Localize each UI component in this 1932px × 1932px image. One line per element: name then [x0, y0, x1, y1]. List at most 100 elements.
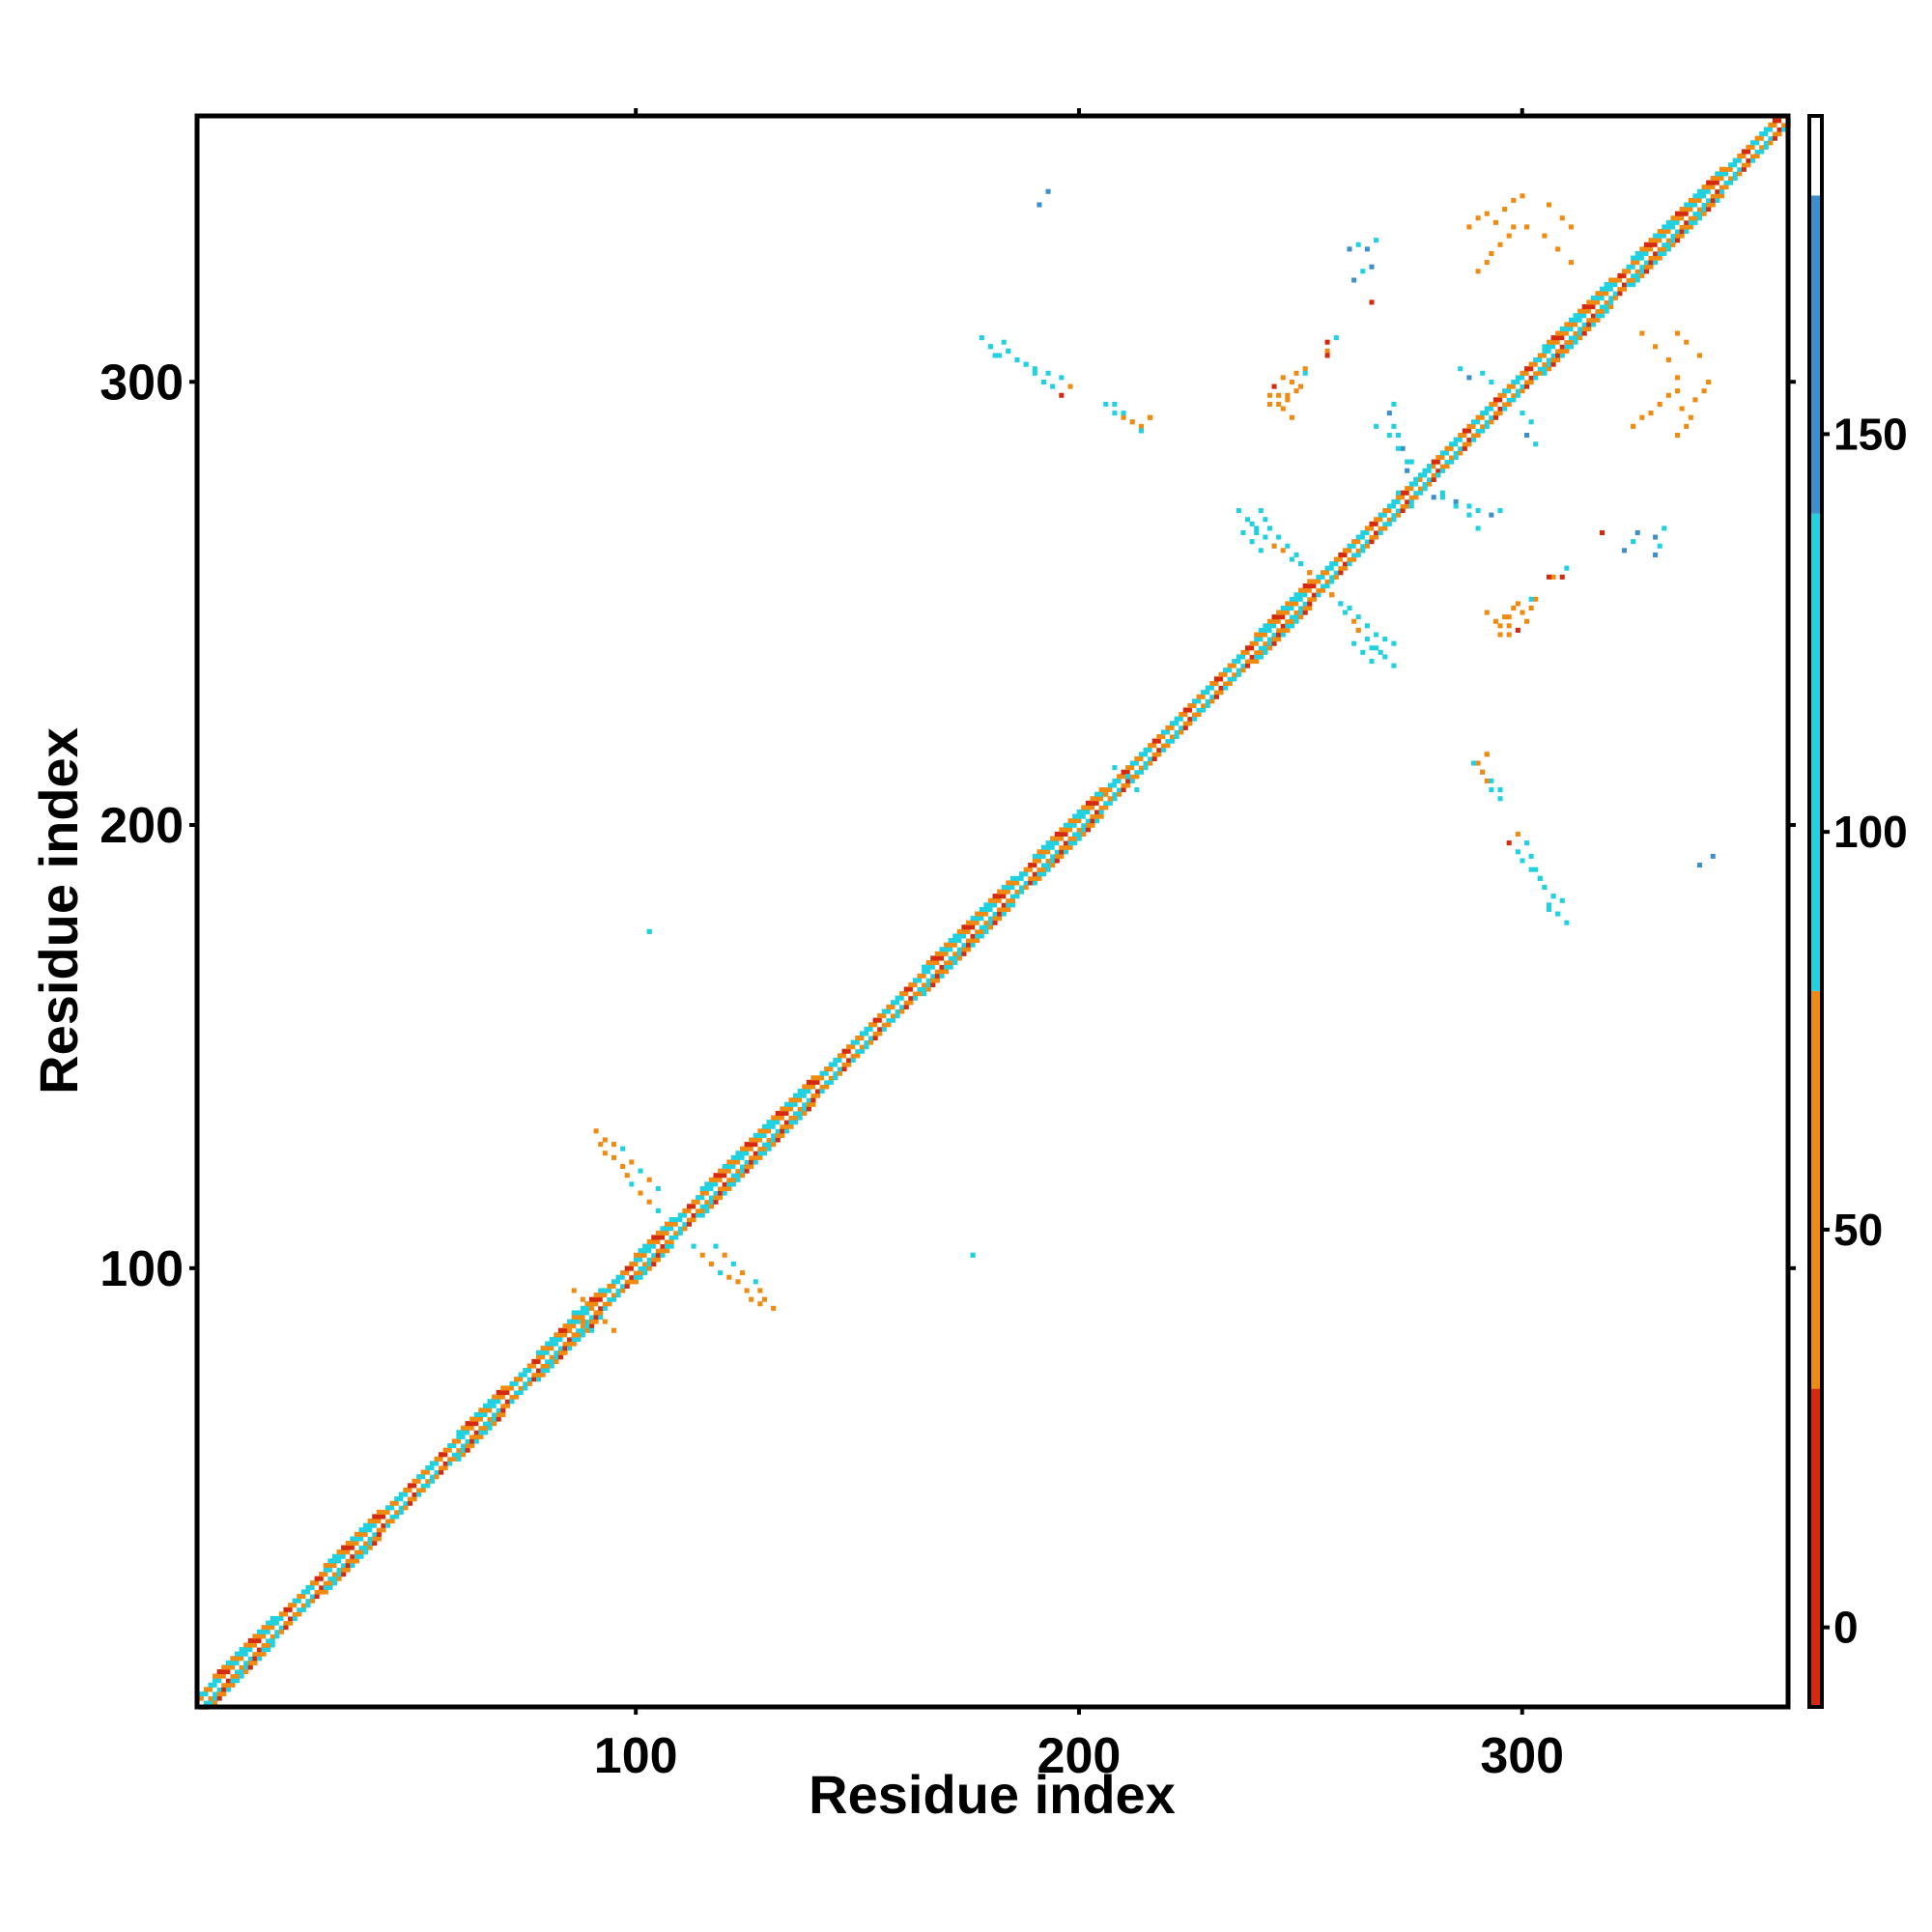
- diagonal-cell: [638, 1274, 643, 1280]
- diagonal-cell: [1063, 840, 1068, 846]
- diagonal-cell: [1670, 238, 1676, 243]
- diagonal-cell: [925, 969, 931, 975]
- diagonal-cell: [970, 920, 976, 925]
- contact-cell: [1564, 565, 1570, 571]
- diagonal-cell: [1657, 246, 1662, 252]
- contact-map-cells: [194, 113, 1791, 1710]
- diagonal-cell: [1684, 202, 1690, 208]
- diagonal-cell: [1201, 694, 1207, 699]
- contact-cell: [571, 1288, 577, 1293]
- diagonal-cell: [1400, 490, 1406, 496]
- diagonal-cell: [771, 1120, 777, 1125]
- diagonal-cell: [783, 1110, 789, 1117]
- diagonal-cell: [1037, 863, 1042, 868]
- contact-cell: [1489, 512, 1494, 518]
- diagonal-cell: [912, 986, 919, 992]
- diagonal-cell: [1351, 556, 1357, 562]
- contact-cell: [1329, 592, 1335, 598]
- diagonal-cell: [230, 1673, 236, 1679]
- diagonal-cell: [372, 1514, 378, 1520]
- contact-cell: [1324, 353, 1330, 358]
- contact-cell: [1364, 623, 1370, 629]
- contact-cell: [1382, 654, 1388, 660]
- diagonal-cell: [1090, 822, 1095, 828]
- diagonal-cell: [615, 1293, 621, 1298]
- diagonal-cell: [554, 1336, 559, 1343]
- diagonal-cell: [420, 1478, 426, 1484]
- diagonal-cell: [1737, 153, 1743, 159]
- contact-cell: [1489, 787, 1494, 793]
- diagonal-cell: [846, 1057, 852, 1063]
- diagonal-cell: [1395, 503, 1402, 509]
- diagonal-cell: [1643, 250, 1649, 257]
- diagonal-cell: [1355, 552, 1361, 557]
- diagonal-cell: [1271, 623, 1277, 629]
- diagonal-cell: [925, 964, 931, 970]
- diagonal-cell: [757, 1154, 763, 1160]
- diagonal-cell: [1612, 277, 1618, 283]
- diagonal-cell: [1090, 805, 1095, 810]
- diagonal-cell: [1405, 490, 1410, 496]
- contact-cell: [1675, 388, 1681, 394]
- diagonal-cell: [1604, 308, 1609, 314]
- diagonal-cell: [665, 1238, 670, 1245]
- diagonal-cell: [890, 1017, 896, 1023]
- diagonal-cell: [1213, 694, 1219, 699]
- diagonal-cell: [256, 1634, 263, 1639]
- diagonal-cell: [460, 1438, 467, 1444]
- diagonal-cell: [270, 1625, 275, 1631]
- diagonal-cell: [589, 1319, 595, 1324]
- diagonal-cell: [1329, 561, 1335, 567]
- diagonal-cell: [708, 1199, 714, 1205]
- diagonal-cell: [939, 955, 945, 961]
- diagonal-cell: [677, 1217, 683, 1223]
- diagonal-cell: [846, 1044, 852, 1050]
- diagonal-cell: [1112, 782, 1118, 788]
- diagonal-cell: [1338, 565, 1344, 571]
- diagonal-cell: [1431, 459, 1436, 465]
- diagonal-cell: [261, 1647, 267, 1653]
- diagonal-cell: [1466, 433, 1472, 439]
- diagonal-cell: [699, 1185, 705, 1192]
- diagonal-cell: [416, 1478, 422, 1484]
- diagonal-cell: [252, 1642, 258, 1648]
- diagonal-cell: [855, 1053, 861, 1059]
- diagonal-cell: [1612, 282, 1618, 288]
- diagonal-cell: [554, 1332, 559, 1338]
- contact-cell: [1492, 219, 1498, 225]
- diagonal-cell: [554, 1350, 559, 1355]
- diagonal-cell: [1009, 884, 1015, 891]
- diagonal-cell: [793, 1106, 799, 1112]
- diagonal-cell: [376, 1522, 382, 1528]
- diagonal-cell: [841, 1062, 847, 1067]
- diagonal-cell: [1573, 317, 1578, 323]
- diagonal-cell: [1470, 423, 1477, 429]
- diagonal-cell: [331, 1580, 338, 1586]
- diagonal-cell: [718, 1173, 724, 1179]
- diagonal-cell: [1405, 495, 1410, 500]
- diagonal-cell: [1612, 295, 1618, 300]
- diagonal-cell: [992, 911, 998, 917]
- diagonal-cell: [1439, 459, 1445, 465]
- diagonal-cell: [1776, 131, 1782, 137]
- diagonal-cell: [354, 1531, 359, 1537]
- diagonal-cell: [412, 1478, 417, 1484]
- diagonal-cell: [531, 1377, 537, 1382]
- diagonal-cell: [744, 1142, 750, 1148]
- diagonal-cell: [1763, 127, 1769, 132]
- diagonal-cell: [1037, 858, 1042, 864]
- diagonal-cell: [872, 1031, 878, 1037]
- diagonal-cell: [1439, 464, 1445, 469]
- contact-cell: [1045, 188, 1051, 194]
- diagonal-cell: [526, 1363, 532, 1369]
- diagonal-cell: [283, 1611, 289, 1617]
- diagonal-cell: [948, 951, 953, 956]
- diagonal-cell: [1138, 752, 1144, 757]
- diagonal-cell: [562, 1323, 568, 1329]
- diagonal-cell: [1728, 171, 1734, 177]
- diagonal-cell: [557, 1336, 563, 1343]
- diagonal-cell: [1439, 468, 1445, 473]
- diagonal-cell: [1307, 587, 1313, 593]
- diagonal-cell: [376, 1536, 382, 1542]
- diagonal-cell: [589, 1301, 595, 1307]
